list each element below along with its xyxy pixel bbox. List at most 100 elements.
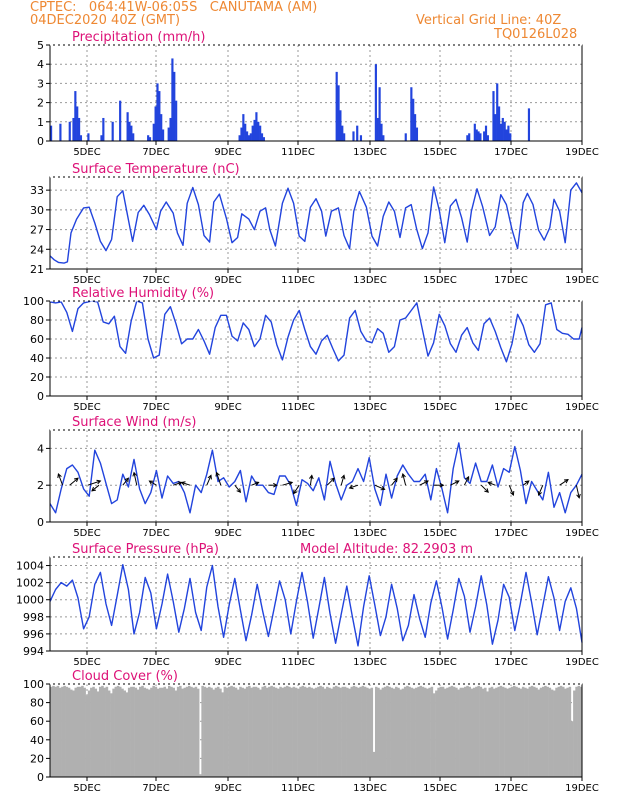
data-bar [50, 125, 53, 141]
data-bar [253, 119, 256, 141]
x-tick-label: 15DEC [423, 783, 457, 794]
x-tick-label: 5DEC [73, 528, 100, 539]
data-bar [492, 688, 496, 777]
wind-arrow [374, 484, 385, 490]
wind-arrow-head [423, 480, 429, 485]
data-bar [201, 685, 204, 777]
data-bar [468, 133, 471, 141]
data-bar [497, 686, 500, 777]
data-bar [158, 91, 161, 141]
wind-arrow [309, 475, 313, 486]
data-bar [579, 686, 583, 777]
data-bar [350, 686, 354, 777]
panel-title: Precipitation (mm/h) [72, 30, 205, 45]
y-tick-label: 80 [30, 314, 44, 327]
wind-arrow [149, 480, 157, 486]
y-tick-label: 4 [37, 442, 44, 455]
header-model-id: TQ0126L028 [494, 27, 578, 42]
x-tick-label: 13DEC [353, 275, 387, 286]
panel-title: Surface Wind (m/s) [72, 415, 196, 430]
data-bar [154, 106, 157, 141]
y-tick-label: 80 [30, 697, 44, 710]
data-bar [76, 106, 79, 141]
series-line [49, 564, 583, 647]
x-tick-label: 7DEC [142, 402, 169, 413]
data-bar [102, 117, 105, 141]
data-bar [415, 127, 419, 141]
data-bar [83, 687, 86, 777]
wind-arrow-head [132, 471, 137, 477]
data-bar [473, 123, 476, 141]
wind-arrow [419, 480, 429, 486]
data-bar [504, 687, 507, 777]
data-bar [417, 686, 420, 777]
data-bar [339, 110, 342, 141]
data-bar [541, 686, 545, 777]
data-bar [484, 687, 487, 777]
data-bar [262, 137, 265, 141]
data-bar [408, 686, 411, 777]
data-bar [261, 686, 264, 777]
data-bar [406, 685, 409, 777]
data-bar [446, 687, 449, 777]
data-bar [570, 721, 574, 777]
data-bar [152, 685, 155, 777]
plot-frame [49, 429, 583, 523]
data-bar [123, 690, 126, 777]
x-tick-label: 15DEC [423, 657, 457, 668]
y-tick-label: 1004 [16, 560, 44, 573]
data-bar [374, 686, 378, 777]
data-bar [439, 686, 443, 777]
data-bar [492, 91, 495, 141]
data-bar [111, 121, 114, 141]
wind-arrow [216, 472, 222, 486]
data-bar [390, 687, 394, 777]
data-bar [114, 686, 118, 777]
panel-title: Surface Temperature (nC) [72, 162, 240, 177]
data-bar [196, 688, 200, 777]
data-bar [488, 687, 492, 777]
x-tick-label: 9DEC [214, 783, 241, 794]
data-bar [67, 687, 71, 777]
data-bar [430, 686, 434, 777]
data-bar [356, 125, 359, 141]
data-bar [448, 686, 451, 777]
data-bar [241, 687, 244, 777]
data-bar [494, 114, 497, 141]
y-tick-label: 0 [37, 135, 44, 148]
data-bar [509, 133, 512, 141]
data-bar [498, 106, 501, 141]
y-tick-label: 33 [30, 184, 44, 197]
data-bar [160, 114, 163, 141]
wind-arrow [463, 476, 470, 486]
data-bar [176, 686, 180, 777]
y-tick-label: 998 [23, 611, 44, 624]
data-bar [564, 688, 567, 777]
data-bar [337, 85, 340, 141]
data-bar [103, 687, 106, 777]
data-bar [544, 685, 547, 777]
data-bar [288, 686, 291, 777]
data-bar [119, 686, 122, 777]
data-bar [379, 689, 382, 777]
data-bar [490, 686, 494, 777]
data-bar [221, 692, 224, 777]
wind-arrow-head [380, 485, 386, 491]
panel-annotation: Model Altitude: 82.2903 m [300, 542, 473, 557]
data-bar [132, 686, 135, 777]
wind-arrow [340, 475, 345, 486]
data-bar [533, 686, 536, 777]
data-bar [352, 131, 355, 141]
x-tick-label: 5DEC [73, 275, 100, 286]
data-bar [242, 114, 245, 141]
y-tick-label: 996 [23, 628, 44, 641]
data-bar [517, 687, 520, 777]
data-bar [250, 687, 253, 777]
x-tick-label: 5DEC [73, 783, 100, 794]
data-bar [110, 693, 113, 777]
data-bar [171, 58, 174, 141]
data-bar [279, 686, 282, 777]
x-tick-label: 9DEC [214, 528, 241, 539]
data-bar [132, 133, 135, 141]
